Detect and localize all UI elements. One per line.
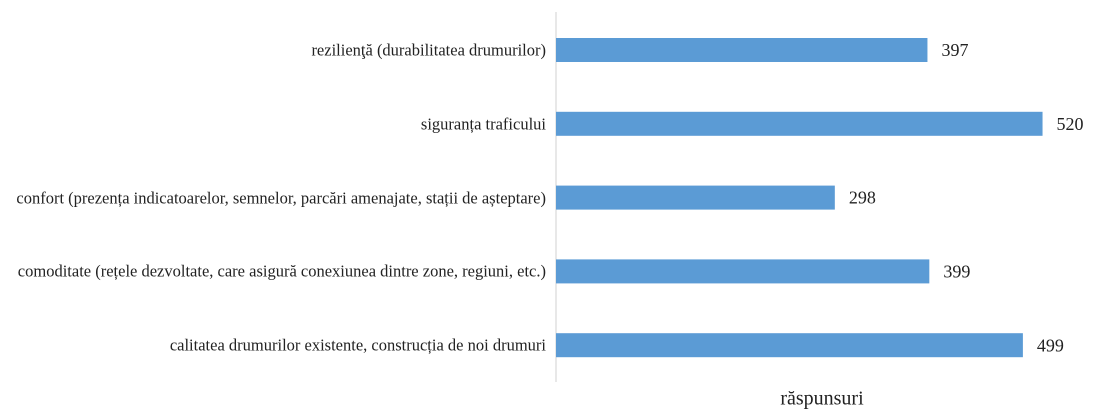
value-label: 520	[1057, 114, 1084, 134]
x-axis-label: răspunsuri	[780, 388, 864, 410]
category-label: rezilienţă (durabilitatea drumurilor)	[311, 40, 546, 60]
value-label: 397	[941, 40, 968, 60]
bar	[556, 111, 1043, 136]
category-label: comoditate (rețele dezvoltate, care asig…	[17, 261, 546, 281]
bar	[556, 185, 835, 210]
value-label: 298	[849, 188, 876, 208]
bar	[556, 259, 930, 284]
category-label: confort (prezența indicatoarelor, semnel…	[16, 188, 546, 208]
category-label: calitatea drumurilor existente, construc…	[169, 335, 546, 355]
bar	[556, 333, 1023, 358]
bar	[556, 38, 928, 62]
category-label: siguranța traficului	[420, 114, 546, 134]
value-label: 499	[1037, 335, 1064, 355]
value-label: 399	[943, 262, 970, 282]
